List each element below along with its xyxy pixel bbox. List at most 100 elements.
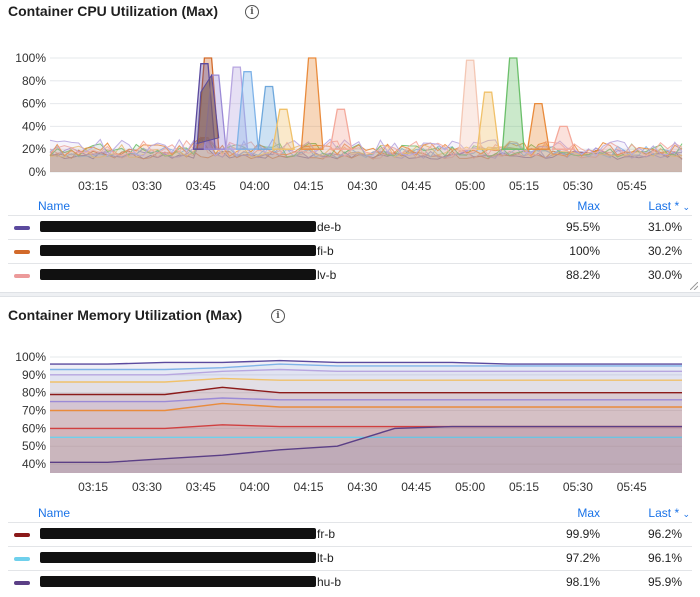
redacted-series-name bbox=[40, 245, 316, 256]
x-tick-label: 04:00 bbox=[240, 480, 270, 494]
series-max: 100% bbox=[569, 244, 600, 258]
series-line bbox=[49, 138, 683, 157]
info-icon[interactable]: i bbox=[245, 5, 259, 19]
legend-header: Name Max Last * ⌄ bbox=[8, 197, 692, 215]
y-tick-label: 80% bbox=[22, 74, 46, 88]
series-max: 88.2% bbox=[565, 268, 600, 282]
legend-row[interactable]: lt-b 97.2% 96.1% bbox=[8, 546, 692, 570]
series-line bbox=[50, 386, 682, 396]
x-tick-label: 04:30 bbox=[347, 179, 377, 193]
series-area bbox=[50, 137, 682, 172]
redacted-series-name bbox=[40, 576, 316, 587]
series-swatch bbox=[14, 226, 30, 230]
series-last: 30.0% bbox=[647, 268, 682, 282]
y-tick-label: 100% bbox=[15, 350, 46, 364]
series-max: 95.5% bbox=[565, 220, 600, 234]
x-tick-label: 05:45 bbox=[617, 480, 647, 494]
series-max: 98.1% bbox=[565, 575, 600, 589]
series-line bbox=[50, 359, 682, 365]
series-swatch bbox=[14, 274, 30, 278]
series-line bbox=[50, 363, 682, 371]
series-peak bbox=[476, 91, 500, 150]
legend-row[interactable]: fr-b 99.9% 96.2% bbox=[8, 522, 692, 546]
legend-max-header[interactable]: Max bbox=[577, 199, 600, 213]
series-name-suffix: hu-b bbox=[317, 575, 342, 589]
y-tick-label: 50% bbox=[22, 439, 46, 453]
series-swatch bbox=[14, 581, 30, 585]
series-line bbox=[50, 377, 682, 383]
memory-utilization-panel: Container Memory Utilization (Max) i 100… bbox=[0, 297, 700, 597]
legend-row[interactable]: hu-b 98.1% 95.9% bbox=[8, 570, 692, 594]
series-swatch bbox=[14, 557, 30, 561]
x-tick-label: 03:15 bbox=[78, 480, 108, 494]
series-name-suffix: lv-b bbox=[317, 268, 337, 282]
legend-last-header[interactable]: Last * ⌄ bbox=[648, 506, 690, 520]
redacted-series-name bbox=[40, 552, 316, 563]
legend-row[interactable]: fi-b 100% 30.2% bbox=[8, 239, 692, 263]
memory-chart[interactable]: 100% 90% 80% 70% 60% 50% 40% 03:15 03:30 03:45 04:… bbox=[0, 343, 700, 543]
legend: Name Max Last * ⌄ de-b 95.5% 31.0% fi-b … bbox=[8, 197, 692, 287]
chevron-down-icon: ⌄ bbox=[682, 509, 690, 519]
resize-handle-icon[interactable] bbox=[690, 282, 698, 290]
x-tick-label: 04:30 bbox=[347, 480, 377, 494]
series-last: 96.2% bbox=[647, 527, 682, 541]
series-max: 97.2% bbox=[565, 551, 600, 565]
legend-name-header[interactable]: Name bbox=[38, 199, 71, 213]
y-tick-label: 60% bbox=[22, 421, 46, 435]
y-tick-label: 40% bbox=[22, 457, 46, 471]
series-peak bbox=[526, 102, 550, 150]
x-tick-label: 03:30 bbox=[132, 480, 162, 494]
y-tick-label: 100% bbox=[15, 51, 46, 65]
legend-header: Name Max Last * ⌄ bbox=[8, 504, 692, 522]
legend-name-header[interactable]: Name bbox=[38, 506, 71, 520]
x-tick-label: 05:45 bbox=[617, 179, 647, 193]
x-tick-label: 05:00 bbox=[455, 480, 485, 494]
series-area bbox=[50, 137, 682, 172]
x-tick-label: 05:15 bbox=[509, 179, 539, 193]
y-tick-label: 80% bbox=[22, 386, 46, 400]
legend-last-header[interactable]: Last * ⌄ bbox=[648, 199, 690, 213]
y-tick-label: 60% bbox=[22, 97, 46, 111]
series-area bbox=[50, 369, 682, 473]
series-last: 96.1% bbox=[647, 551, 682, 565]
chevron-down-icon: ⌄ bbox=[682, 202, 690, 212]
series-area bbox=[50, 137, 682, 172]
series-peak bbox=[300, 57, 324, 150]
series-peak bbox=[236, 71, 259, 150]
legend-row[interactable]: de-b 95.5% 31.0% bbox=[8, 215, 692, 239]
series-line bbox=[50, 425, 682, 463]
x-tick-label: 04:00 bbox=[240, 179, 270, 193]
series-area bbox=[50, 137, 682, 172]
series-name-suffix: de-b bbox=[317, 220, 342, 234]
x-tick-label: 03:15 bbox=[78, 179, 108, 193]
info-icon[interactable]: i bbox=[271, 309, 285, 323]
series-swatch bbox=[14, 250, 30, 254]
redacted-series-name bbox=[40, 528, 316, 539]
series-area bbox=[50, 437, 682, 473]
x-tick-label: 04:15 bbox=[294, 179, 324, 193]
y-tick-label: 90% bbox=[22, 368, 46, 382]
series-area bbox=[50, 364, 682, 473]
cpu-chart[interactable]: 100% 80% 60% 40% 20% 0% 03:15 03:30 03:45 04:00 04… bbox=[0, 38, 700, 233]
x-tick-label: 04:15 bbox=[294, 480, 324, 494]
series-area bbox=[50, 398, 682, 473]
series-last: 95.9% bbox=[647, 575, 682, 589]
series-line bbox=[49, 137, 683, 158]
series-peak bbox=[271, 108, 295, 150]
legend-max-header[interactable]: Max bbox=[577, 506, 600, 520]
series-swatch bbox=[14, 533, 30, 537]
legend-row[interactable]: lv-b 88.2% 30.0% bbox=[8, 263, 692, 287]
series-max: 99.9% bbox=[565, 527, 600, 541]
series-last: 31.0% bbox=[647, 220, 682, 234]
series-peak bbox=[551, 125, 576, 150]
series-peak bbox=[501, 57, 525, 150]
x-tick-label: 05:00 bbox=[455, 179, 485, 193]
series-peak bbox=[196, 73, 220, 145]
x-tick-label: 03:45 bbox=[186, 480, 216, 494]
series-area bbox=[50, 426, 682, 473]
x-tick-label: 04:45 bbox=[401, 179, 431, 193]
y-tick-label: 70% bbox=[22, 404, 46, 418]
x-tick-label: 05:30 bbox=[563, 179, 593, 193]
y-tick-label: 20% bbox=[22, 142, 46, 156]
x-tick-label: 03:30 bbox=[132, 179, 162, 193]
